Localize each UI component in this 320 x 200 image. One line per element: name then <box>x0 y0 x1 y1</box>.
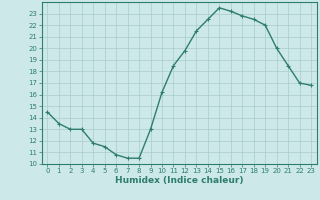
X-axis label: Humidex (Indice chaleur): Humidex (Indice chaleur) <box>115 176 244 185</box>
